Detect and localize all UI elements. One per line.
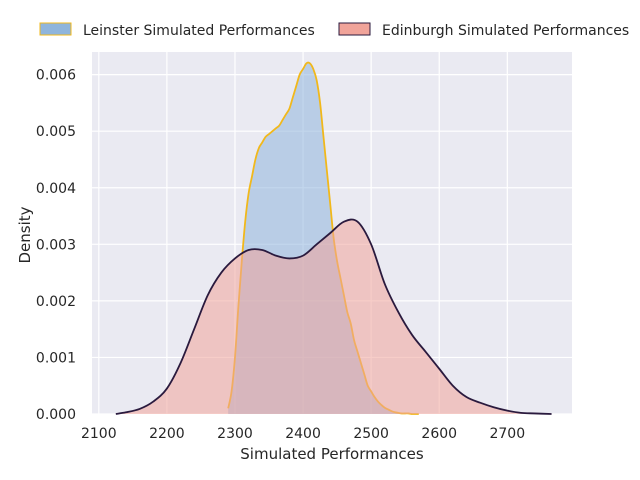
x-tick-label: 2700 xyxy=(489,426,525,442)
x-tick-label: 2200 xyxy=(149,426,185,442)
density-line-edinburgh xyxy=(115,218,552,415)
legend-swatch-leinster xyxy=(39,22,72,36)
x-tick-label: 2600 xyxy=(421,426,457,442)
y-tick-label: 0.004 xyxy=(36,181,76,197)
legend-swatch-edinburgh xyxy=(338,22,371,36)
y-tick-label: 0.003 xyxy=(36,237,76,253)
legend: Leinster Simulated Performances Edinburg… xyxy=(39,22,629,39)
y-axis-ticks: 0.000 0.001 0.002 0.003 0.004 0.005 0.006 xyxy=(36,68,76,423)
density-area-edinburgh xyxy=(115,219,552,414)
y-axis-label: Density xyxy=(16,206,34,263)
x-axis-label: Simulated Performances xyxy=(240,445,424,463)
legend-label-leinster: Leinster Simulated Performances xyxy=(83,23,315,39)
x-tick-label: 2400 xyxy=(285,426,321,442)
y-tick-label: 0.000 xyxy=(36,407,76,423)
series-layer xyxy=(115,61,552,415)
legend-label-edinburgh: Edinburgh Simulated Performances xyxy=(382,23,629,39)
x-tick-label: 2100 xyxy=(81,426,117,442)
x-tick-label: 2500 xyxy=(353,426,389,442)
y-tick-label: 0.005 xyxy=(36,124,76,140)
y-tick-label: 0.001 xyxy=(36,350,76,366)
x-tick-label: 2300 xyxy=(217,426,253,442)
x-axis-ticks: 2100 2200 2300 2400 2500 2600 2700 xyxy=(81,426,525,442)
y-tick-label: 0.002 xyxy=(36,294,76,310)
y-tick-label: 0.006 xyxy=(36,68,76,84)
